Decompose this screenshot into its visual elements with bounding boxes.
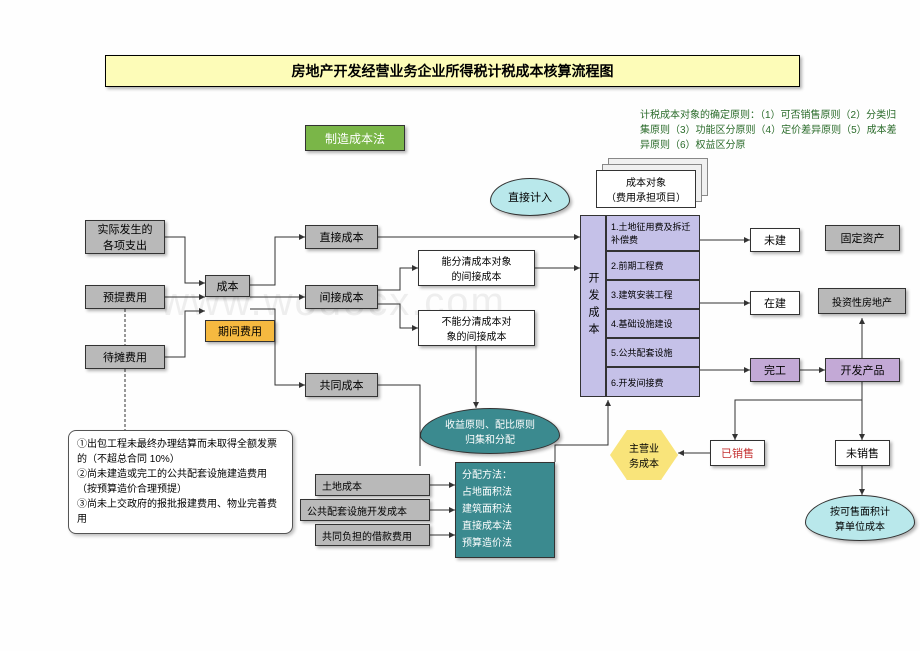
callout-direct-in: 直接计入 xyxy=(490,178,570,216)
sale-sold: 已销售 xyxy=(710,440,765,466)
main-biz-cost: 主营业 务成本 xyxy=(610,430,678,480)
status-building: 在建 xyxy=(750,291,800,315)
indirect-cost: 间接成本 xyxy=(305,285,378,309)
alloc-src-1: 土地成本 xyxy=(315,474,430,496)
status-done: 完工 xyxy=(750,358,800,382)
asset-fixed: 固定资产 xyxy=(825,225,900,251)
cost-item-5: 5.公共配套设施 xyxy=(606,338,700,367)
common-cost: 共同成本 xyxy=(305,373,378,397)
dev-cost-side-label: 开发成本 xyxy=(585,272,601,340)
alloc-method-1: 占地面积法 xyxy=(462,484,512,501)
title-banner: 房地产开发经营业务企业所得税计税成本核算流程图 xyxy=(105,55,800,87)
source-actual: 实际发生的 各项支出 xyxy=(85,220,165,254)
green-header: 制造成本法 xyxy=(305,125,405,151)
principles-note: 计税成本对象的确定原则：（1）可否销售原则（2）分类归集原则（3）功能区分原则（… xyxy=(640,108,900,153)
cost-item-6: 6.开发间接费 xyxy=(606,367,700,397)
cost-item-3: 3.建筑安装工程 xyxy=(606,280,700,309)
direct-cost: 直接成本 xyxy=(305,225,378,249)
alloc-src-2: 公共配套设施开发成本 xyxy=(300,499,430,521)
cost-item-2: 2.前期工程费 xyxy=(606,251,700,280)
alloc-method-4: 预算造价法 xyxy=(462,535,512,552)
alloc-method-2: 建筑面积法 xyxy=(462,501,512,518)
alloc-methods-header: 分配方法： xyxy=(462,467,512,484)
bottom-left-note: ①出包工程未最终办理结算而未取得全额发票的（不超总合同 10%） ②尚未建造或完… xyxy=(68,430,293,534)
indirect-unclear: 不能分清成本对 象的间接成本 xyxy=(418,310,535,346)
asset-product: 开发产品 xyxy=(825,358,900,382)
source-accrual: 预提费用 xyxy=(85,285,165,309)
callout-unit-cost: 按可售面积计 算单位成本 xyxy=(805,495,915,541)
cost-item-4: 4.基础设施建设 xyxy=(606,309,700,338)
cost-item-1: 1.土地征用费及拆迁补偿费 xyxy=(606,215,700,251)
chengben-box: 成本 xyxy=(205,275,250,297)
indirect-clear: 能分清成本对象 的间接成本 xyxy=(418,250,535,286)
alloc-methods-panel: 分配方法： 占地面积法 建筑面积法 直接成本法 预算造价法 xyxy=(455,462,555,558)
source-deferred: 待摊费用 xyxy=(85,345,165,369)
callout-alloc-principle: 收益原则、配比原则 归集和分配 xyxy=(420,408,560,454)
dev-cost-side: 开发成本 xyxy=(580,215,606,397)
status-unbuilt: 未建 xyxy=(750,228,800,252)
cost-object-header: 成本对象 （费用承担项目） xyxy=(596,170,696,208)
asset-invest: 投资性房地产 xyxy=(818,288,906,314)
alloc-src-3: 共同负担的借款费用 xyxy=(315,524,430,546)
sale-unsold: 未销售 xyxy=(835,440,890,466)
alloc-method-3: 直接成本法 xyxy=(462,518,512,535)
period-expense-box: 期间费用 xyxy=(205,320,275,342)
